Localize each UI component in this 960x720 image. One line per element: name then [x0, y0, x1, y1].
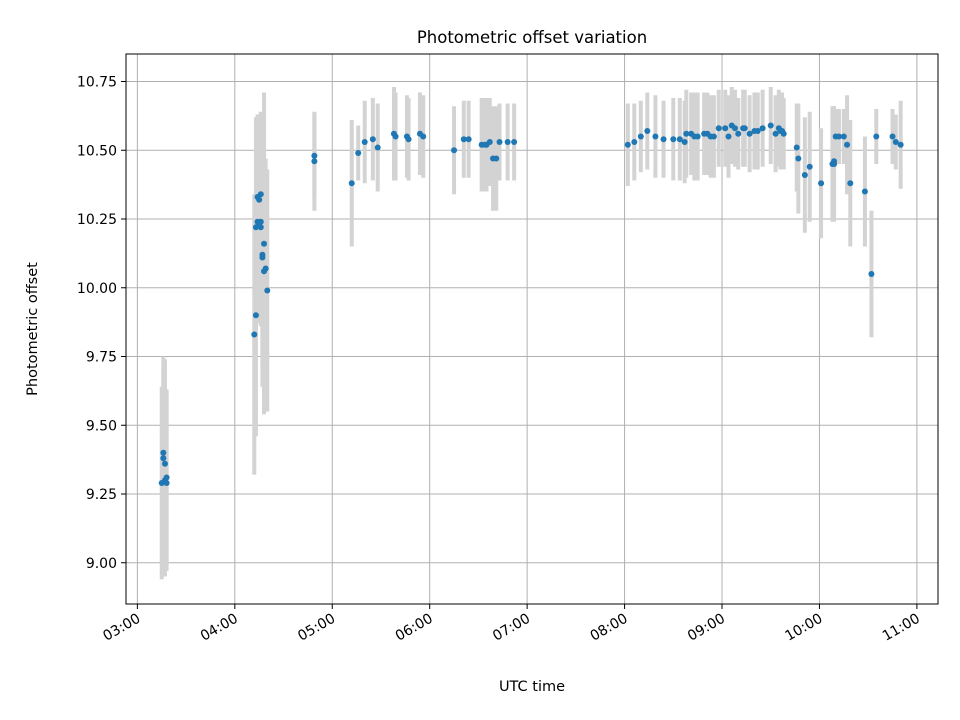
- data-point: [801, 172, 808, 178]
- y-axis-label: Photometric offset: [25, 262, 41, 396]
- data-point: [670, 136, 677, 143]
- data-point: [405, 136, 412, 143]
- data-point: [746, 130, 753, 137]
- data-point: [251, 331, 258, 338]
- y-tick-label: 9.50: [86, 418, 117, 434]
- data-point: [732, 125, 738, 132]
- x-tick-label: 06:00: [393, 611, 436, 645]
- y-tick-label: 9.25: [86, 487, 117, 503]
- y-tick-label: 10.00: [77, 281, 117, 297]
- data-point: [897, 141, 904, 148]
- data-point: [754, 128, 761, 134]
- y-tick-label: 10.50: [77, 143, 117, 159]
- data-point: [806, 163, 813, 170]
- data-point: [767, 122, 774, 129]
- data-point: [259, 251, 266, 258]
- data-point: [889, 133, 896, 140]
- y-tick-label: 10.25: [77, 212, 117, 228]
- data-point: [420, 133, 427, 140]
- data-point: [735, 130, 742, 137]
- data-point: [715, 125, 722, 132]
- data-point: [355, 150, 362, 156]
- data-point: [741, 125, 748, 132]
- data-point: [795, 155, 802, 162]
- grid-lines: [126, 54, 938, 604]
- data-point: [759, 125, 766, 132]
- data-point: [624, 141, 631, 148]
- data-point: [868, 271, 875, 277]
- data-point: [694, 133, 701, 140]
- data-point: [460, 136, 467, 143]
- data-point: [683, 130, 690, 137]
- x-tick-label: 04:00: [198, 611, 241, 645]
- data-point: [725, 133, 732, 140]
- data-point: [840, 133, 847, 140]
- data-point: [676, 136, 683, 143]
- data-point: [311, 152, 318, 159]
- data-point: [257, 224, 264, 231]
- data-points: [158, 122, 904, 486]
- data-point: [256, 196, 263, 203]
- x-tick-label: 11:00: [880, 611, 923, 645]
- plot-frame: [125, 53, 939, 605]
- x-tick-label: 05:00: [295, 611, 338, 645]
- data-point: [710, 133, 717, 140]
- error-bars: [159, 87, 903, 580]
- data-point: [835, 133, 842, 140]
- data-point: [160, 455, 167, 462]
- data-point: [262, 265, 269, 272]
- data-point: [511, 139, 518, 145]
- data-point: [261, 240, 268, 247]
- data-point: [780, 130, 787, 137]
- data-point: [652, 133, 659, 140]
- data-point: [493, 155, 500, 162]
- data-point: [873, 133, 880, 140]
- x-tick-label: 03:00: [100, 611, 143, 645]
- data-point: [660, 136, 667, 143]
- data-point: [847, 180, 854, 187]
- data-point: [793, 144, 800, 151]
- data-point: [161, 460, 168, 467]
- data-point: [374, 144, 381, 151]
- data-point: [451, 147, 458, 154]
- x-tick-label: 10:00: [782, 611, 825, 645]
- y-tick-label: 9.75: [86, 350, 117, 366]
- data-point: [160, 449, 167, 456]
- y-tick-label: 9.00: [86, 556, 117, 572]
- data-point: [311, 158, 318, 165]
- data-point: [348, 180, 355, 187]
- y-tick-label: 10.75: [77, 75, 117, 91]
- data-point: [631, 139, 638, 145]
- data-point: [163, 474, 170, 481]
- data-point: [861, 188, 868, 195]
- data-point: [818, 180, 825, 187]
- data-point: [264, 287, 271, 294]
- data-point: [772, 130, 779, 137]
- data-point: [252, 312, 259, 319]
- data-point: [644, 128, 651, 134]
- data-point: [486, 139, 493, 145]
- data-point: [496, 139, 503, 145]
- data-point: [465, 136, 472, 143]
- data-point: [892, 139, 899, 145]
- chart-title: Photometric offset variation: [417, 28, 647, 47]
- data-point: [361, 139, 368, 145]
- x-tick-label: 09:00: [685, 611, 728, 645]
- x-axis-label: UTC time: [499, 679, 565, 695]
- data-point: [637, 133, 644, 140]
- data-point: [163, 480, 170, 486]
- data-point: [257, 218, 264, 225]
- data-point: [369, 136, 376, 143]
- data-point: [831, 158, 838, 165]
- data-point: [722, 125, 729, 132]
- x-tick-label: 08:00: [588, 611, 631, 645]
- data-point: [504, 139, 511, 145]
- x-tick-label: 07:00: [490, 611, 533, 645]
- data-point: [392, 133, 399, 140]
- data-point: [257, 191, 264, 198]
- data-point: [844, 141, 851, 148]
- data-point: [681, 139, 688, 145]
